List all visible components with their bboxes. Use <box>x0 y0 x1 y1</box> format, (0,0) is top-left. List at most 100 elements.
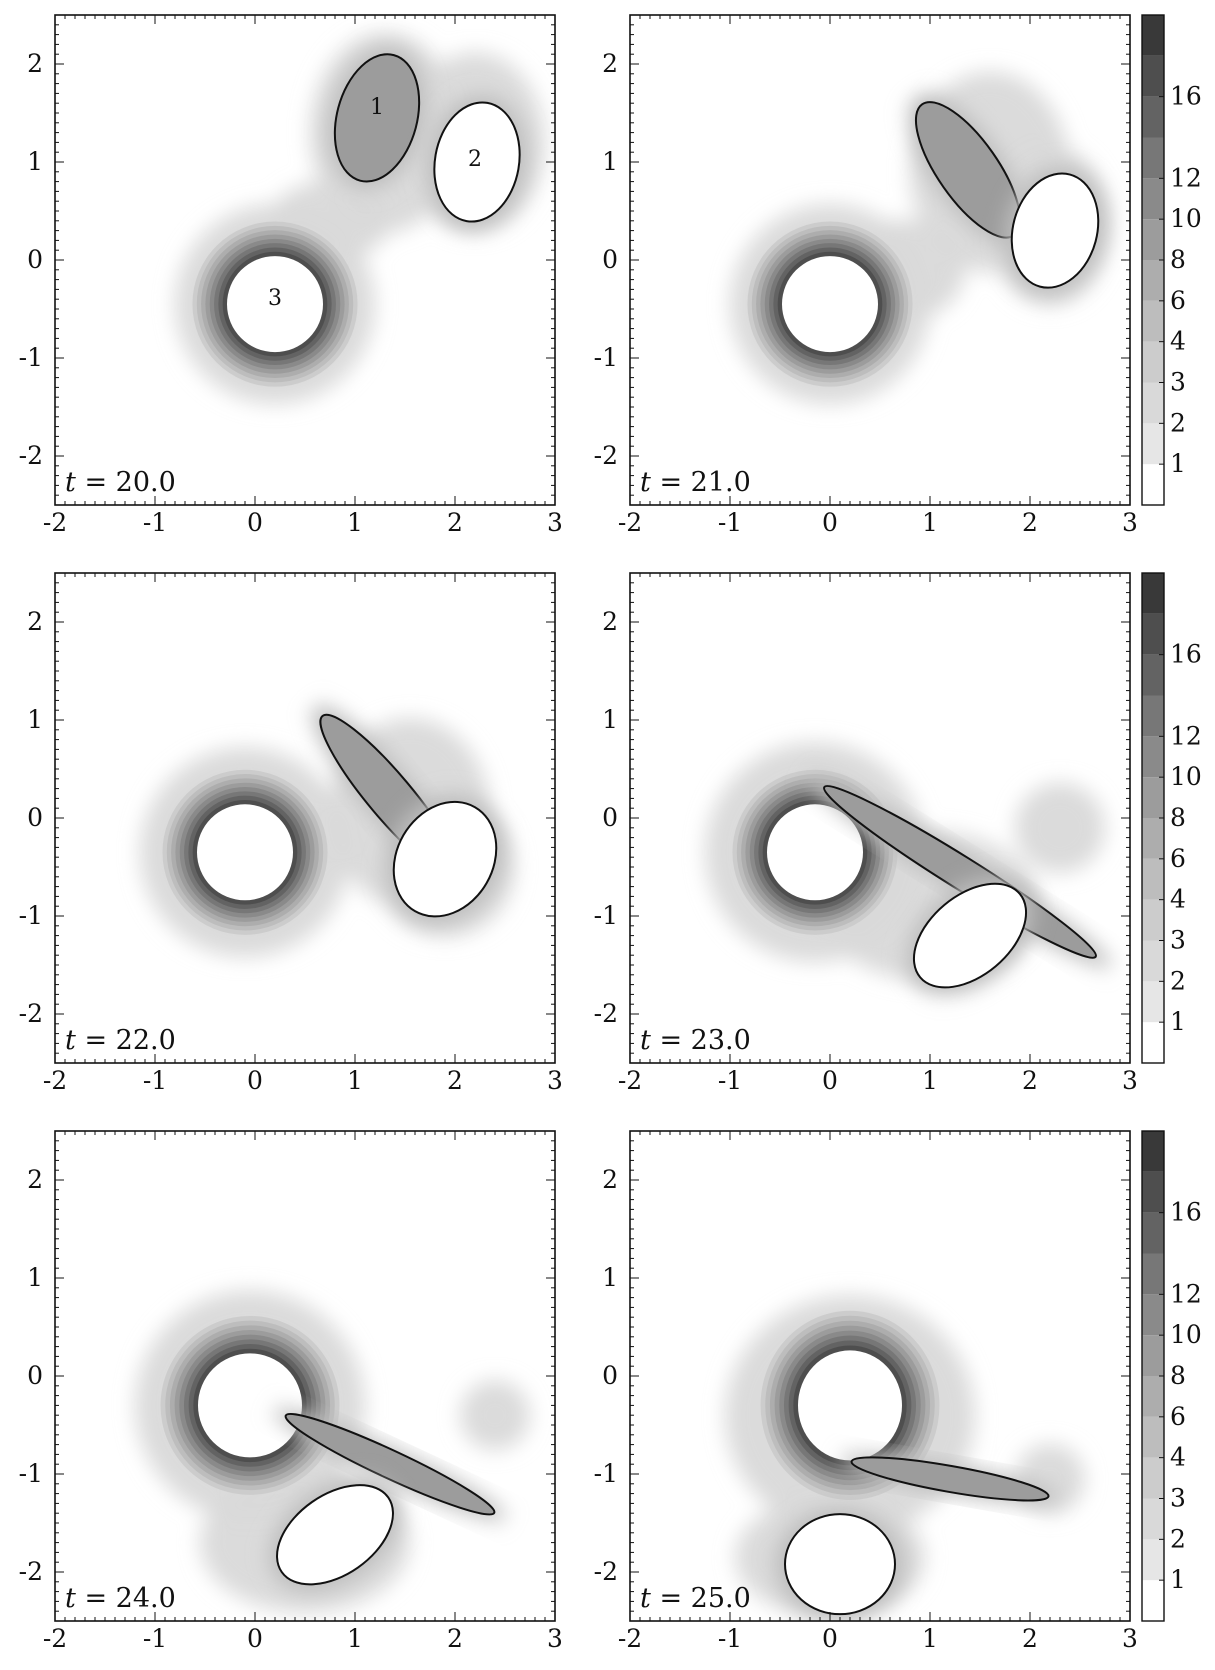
time-label: t = 22.0 <box>65 1025 176 1056</box>
x-tick-label: 0 <box>247 1624 263 1653</box>
x-tick-label: 1 <box>922 1066 938 1095</box>
vortex-patch <box>784 1513 896 1616</box>
colorbar-segment <box>1142 1416 1164 1458</box>
x-tick-label: 2 <box>1022 1066 1038 1095</box>
colorbar-tick-label: 1 <box>1170 449 1186 478</box>
colorbar-tick-label: 12 <box>1170 1279 1202 1308</box>
y-tick-label: 2 <box>602 1165 618 1194</box>
colorbar-tick-label: 16 <box>1170 640 1202 669</box>
y-tick-label: -1 <box>594 901 618 930</box>
colorbar-tick-label: 6 <box>1170 844 1186 873</box>
y-tick-label: 1 <box>27 147 43 176</box>
colorbar-tick-label: 10 <box>1170 204 1202 233</box>
panel-3: -2 -1 0 1 2 3 2 1 0 -1 -2 t = 22.0 <box>19 572 563 1095</box>
x-tick-label: -2 <box>43 508 67 537</box>
colorbar-tick-label: 8 <box>1170 245 1186 274</box>
x-tick-label: 2 <box>447 1624 463 1653</box>
colorbar-tick-label: 8 <box>1170 803 1186 832</box>
y-tick-label: -1 <box>19 901 43 930</box>
colorbar-tick-label: 1 <box>1170 1565 1186 1594</box>
vortex-patch <box>850 1456 1050 1502</box>
vortex-core <box>198 1353 302 1458</box>
y-tick-label: -2 <box>19 999 43 1028</box>
colorbar-segment <box>1142 613 1164 655</box>
time-value: = 20.0 <box>76 467 176 498</box>
time-label: t = 20.0 <box>65 467 176 498</box>
x-tick-label: -2 <box>618 1624 642 1653</box>
vortex-patch <box>276 1484 394 1586</box>
y-tick-label: 0 <box>27 803 43 832</box>
time-label: t = 23.0 <box>640 1025 751 1056</box>
colorbar-segment <box>1142 1580 1164 1621</box>
colorbar-tick-label: 3 <box>1170 368 1186 397</box>
vorticity-halo <box>460 1380 530 1451</box>
colorbar-tick-label: 8 <box>1170 1361 1186 1390</box>
vortex-patch <box>912 882 1028 989</box>
colorbar-segment <box>1142 1335 1164 1376</box>
colorbar-segment <box>1142 1022 1164 1063</box>
x-tick-label: 1 <box>347 1624 363 1653</box>
x-tick-label: 3 <box>1122 1624 1138 1653</box>
panel-content <box>725 1295 1085 1621</box>
y-tick-label: 2 <box>602 49 618 78</box>
colorbar-segment <box>1142 382 1164 424</box>
vortex-patch <box>433 101 521 223</box>
panel-content: 1 2 3 <box>175 32 545 405</box>
x-tick-label: 0 <box>247 508 263 537</box>
y-tick-label: 2 <box>27 607 43 636</box>
colorbar-tick-label: 2 <box>1170 408 1186 437</box>
x-tick-label: -1 <box>143 508 167 537</box>
vortex-patch <box>333 53 421 183</box>
y-tick-label: 0 <box>602 1361 618 1390</box>
time-label: t = 24.0 <box>65 1583 176 1614</box>
y-tick-label: -2 <box>19 1557 43 1586</box>
y-tick-label: 2 <box>27 49 43 78</box>
vortex-core <box>227 256 323 353</box>
vortex-core <box>798 1350 902 1461</box>
colorbar-segment <box>1142 654 1164 696</box>
panel-4: -2 -1 0 1 2 3 2 1 0 -1 -2 t = 23.0 <box>594 572 1138 1095</box>
time-symbol: t <box>640 467 651 498</box>
colorbar-segment <box>1142 940 1164 982</box>
x-tick-label: -1 <box>718 508 742 537</box>
colorbar-segment <box>1142 695 1164 737</box>
x-tick-label: -1 <box>718 1624 742 1653</box>
y-tick-label: 1 <box>602 1263 618 1292</box>
y-tick-label: 0 <box>602 245 618 274</box>
vortex-label: 1 <box>370 95 384 120</box>
time-value: = 23.0 <box>651 1025 751 1056</box>
y-tick-label: -2 <box>19 441 43 470</box>
vortex-patch <box>392 800 498 918</box>
colorbar-segment <box>1142 899 1164 941</box>
panel-content <box>730 71 1110 405</box>
colorbar-segment <box>1142 573 1164 614</box>
panel-2: -2 -1 0 1 2 3 2 1 0 -1 -2 t = 21.0 <box>594 14 1138 537</box>
colorbar-segment <box>1142 1376 1164 1417</box>
colorbar-tick-label: 6 <box>1170 286 1186 315</box>
x-tick-label: -1 <box>718 1066 742 1095</box>
vorticity-halo <box>1015 782 1105 873</box>
time-value: = 25.0 <box>651 1583 751 1614</box>
colorbar-segment <box>1142 15 1164 56</box>
time-label: t = 21.0 <box>640 467 751 498</box>
colorbar-tick-label: 12 <box>1170 721 1202 750</box>
x-tick-label: 3 <box>1122 1066 1138 1095</box>
x-tick-label: -2 <box>43 1624 67 1653</box>
panel-content <box>140 704 515 958</box>
y-tick-label: 1 <box>27 705 43 734</box>
colorbar-segment <box>1142 981 1164 1023</box>
colorbar-segment <box>1142 1171 1164 1213</box>
colorbar-segment <box>1142 423 1164 465</box>
x-tick-label: -1 <box>143 1624 167 1653</box>
y-tick-label: 2 <box>27 1165 43 1194</box>
colorbar-tick-label: 1 <box>1170 1007 1186 1036</box>
x-tick-label: 3 <box>547 1066 563 1095</box>
y-tick-label: -2 <box>594 999 618 1028</box>
colorbar-tick-label: 4 <box>1170 885 1186 914</box>
x-tick-label: -2 <box>618 1066 642 1095</box>
x-tick-label: 1 <box>347 1066 363 1095</box>
time-symbol: t <box>65 1025 76 1056</box>
colorbar-tick-label: 4 <box>1170 1443 1186 1472</box>
